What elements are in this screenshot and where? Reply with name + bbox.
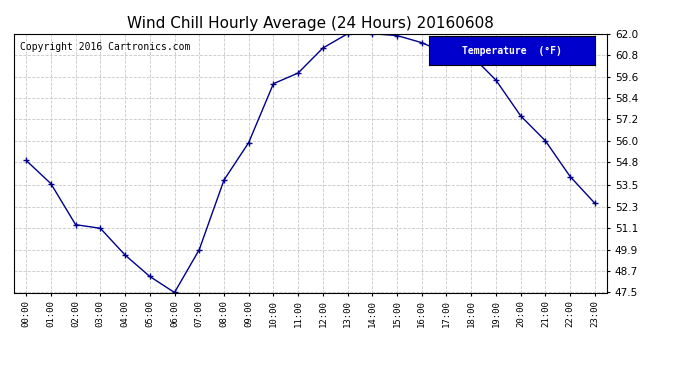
- Title: Wind Chill Hourly Average (24 Hours) 20160608: Wind Chill Hourly Average (24 Hours) 201…: [127, 16, 494, 31]
- Text: Copyright 2016 Cartronics.com: Copyright 2016 Cartronics.com: [20, 42, 190, 51]
